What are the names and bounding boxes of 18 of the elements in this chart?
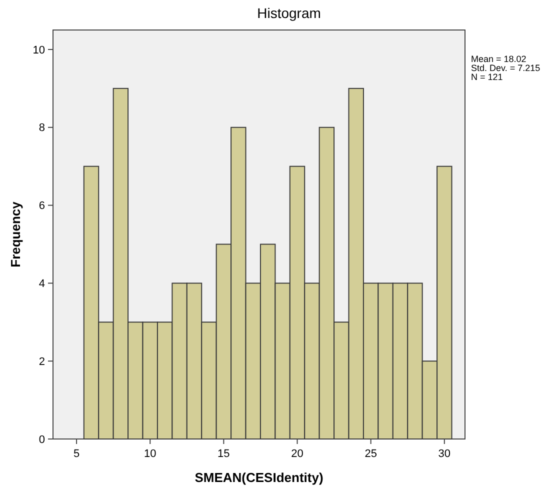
x-tick-label: 10 — [144, 448, 156, 460]
y-tick-label: 0 — [38, 434, 45, 446]
x-axis-title: SMEAN(CESIdentity) — [194, 470, 324, 485]
y-tick-label: 2 — [38, 356, 45, 368]
y-tick-label: 10 — [32, 44, 45, 56]
x-tick-label: 15 — [218, 448, 230, 460]
y-axis-title: Frequency — [8, 200, 23, 268]
text: N = 121 — [471, 72, 503, 82]
text: Mean = 18.02 — [471, 54, 526, 64]
y-tick-label: 4 — [38, 278, 45, 290]
y-tick-label: 8 — [38, 122, 45, 134]
x-tick-label: 5 — [73, 448, 80, 460]
text: Std. Dev. = 7.215 — [471, 63, 540, 73]
x-tick-label: 20 — [291, 448, 304, 460]
chart-title: Histogram — [257, 5, 321, 21]
x-tick-label: 25 — [364, 448, 377, 460]
y-tick-label: 6 — [38, 200, 45, 212]
x-tick-label: 30 — [438, 448, 451, 460]
